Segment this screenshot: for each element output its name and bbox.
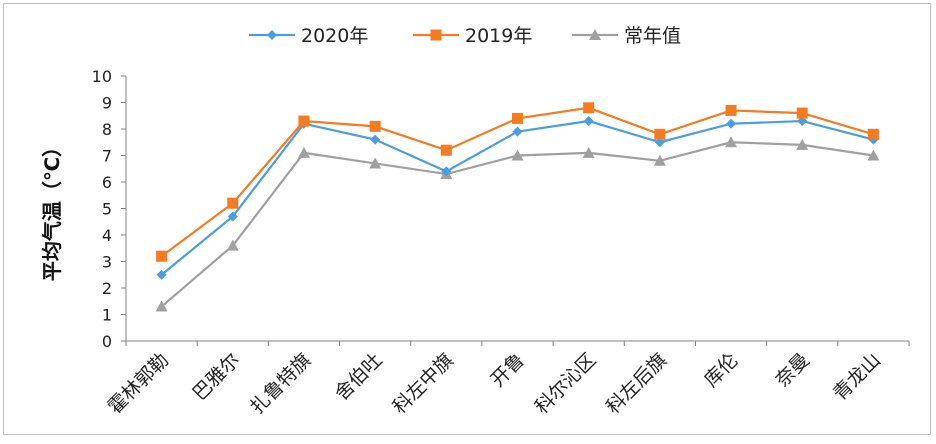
y-tick-label: 3 <box>102 253 112 272</box>
legend-label: 常年值 <box>624 25 681 47</box>
axes: 0 1 2 3 4 5 6 7 8 9 10 霍林郭勒 巴雅尔 扎鲁特旗 舍伯吐 科左中旗 开鲁 科尔沁区 科左后旗… <box>92 67 910 418</box>
legend-label: 2020年 <box>301 25 368 47</box>
series-group <box>155 102 880 312</box>
x-tick-label: 库伦 <box>700 349 742 391</box>
legend: 2020年 2019年 常年值 <box>249 25 681 47</box>
series-3 <box>155 136 880 312</box>
data-point <box>227 211 238 222</box>
data-point <box>796 107 808 119</box>
x-tick-label: 奈曼 <box>771 349 813 391</box>
x-tick-label: 科尔沁区 <box>531 349 600 418</box>
x-tick-label: 青龙山 <box>829 349 885 405</box>
series-line <box>160 141 874 308</box>
data-point <box>226 239 239 251</box>
legend-item: 常年值 <box>572 25 681 47</box>
x-tick-label: 科左后旗 <box>602 349 671 418</box>
data-point <box>867 128 879 140</box>
data-point <box>369 120 381 132</box>
y-tick-label: 6 <box>102 173 112 192</box>
y-axis-label: 平均气温（℃） <box>40 137 64 281</box>
y-tick-label: 2 <box>102 279 112 298</box>
y-tick-label: 9 <box>102 94 112 113</box>
data-point <box>298 115 310 127</box>
data-point <box>654 128 666 140</box>
data-point <box>512 126 523 137</box>
line-chart: 2020年 2019年 常年值 平均气温（℃） 0 1 2 3 4 5 6 7 8 9 10 霍林郭勒 巴雅… <box>40 25 910 418</box>
y-tick-label: 0 <box>102 332 112 351</box>
legend-item: 2020年 <box>249 25 368 47</box>
data-point <box>796 138 809 150</box>
data-point <box>512 112 523 124</box>
data-point <box>155 300 168 312</box>
data-point <box>369 157 382 169</box>
x-tick-label: 扎鲁特旗 <box>246 349 315 418</box>
legend-label: 2019年 <box>465 25 532 47</box>
data-point <box>583 116 594 127</box>
x-tick-label: 开鲁 <box>487 349 529 391</box>
data-point <box>725 104 737 116</box>
data-point <box>370 134 381 145</box>
data-point <box>653 154 666 166</box>
data-point <box>297 146 310 158</box>
data-point <box>156 250 168 262</box>
y-tick-label: 7 <box>102 147 112 166</box>
data-point <box>440 144 452 156</box>
x-tick-label: 舍伯吐 <box>331 349 387 405</box>
data-point <box>725 136 738 148</box>
legend-item: 2019年 <box>413 25 532 47</box>
data-point <box>583 102 595 114</box>
data-point <box>441 166 452 177</box>
data-point <box>582 146 595 158</box>
series-1 <box>156 116 879 280</box>
legend-marker <box>589 29 601 40</box>
data-point <box>726 118 737 129</box>
x-tick-label: 巴雅尔 <box>188 349 244 405</box>
data-point <box>511 149 524 161</box>
data-point <box>227 197 239 209</box>
x-tick-label: 科左中旗 <box>389 349 458 418</box>
y-tick-label: 8 <box>102 120 112 139</box>
y-tick-label: 4 <box>102 226 112 245</box>
data-point <box>156 269 167 280</box>
chart-frame: 2020年 2019年 常年值 平均气温（℃） 0 1 2 3 4 5 6 7 8 9 10 霍林郭勒 巴雅… <box>3 3 931 435</box>
x-tick-label: 霍林郭勒 <box>104 349 173 418</box>
legend-marker <box>267 30 277 40</box>
series-2 <box>156 102 879 262</box>
legend-marker <box>430 29 442 41</box>
y-tick-label: 5 <box>102 200 112 219</box>
y-tick-label: 1 <box>102 306 112 325</box>
y-tick-label: 10 <box>92 67 112 86</box>
data-point <box>867 149 880 161</box>
